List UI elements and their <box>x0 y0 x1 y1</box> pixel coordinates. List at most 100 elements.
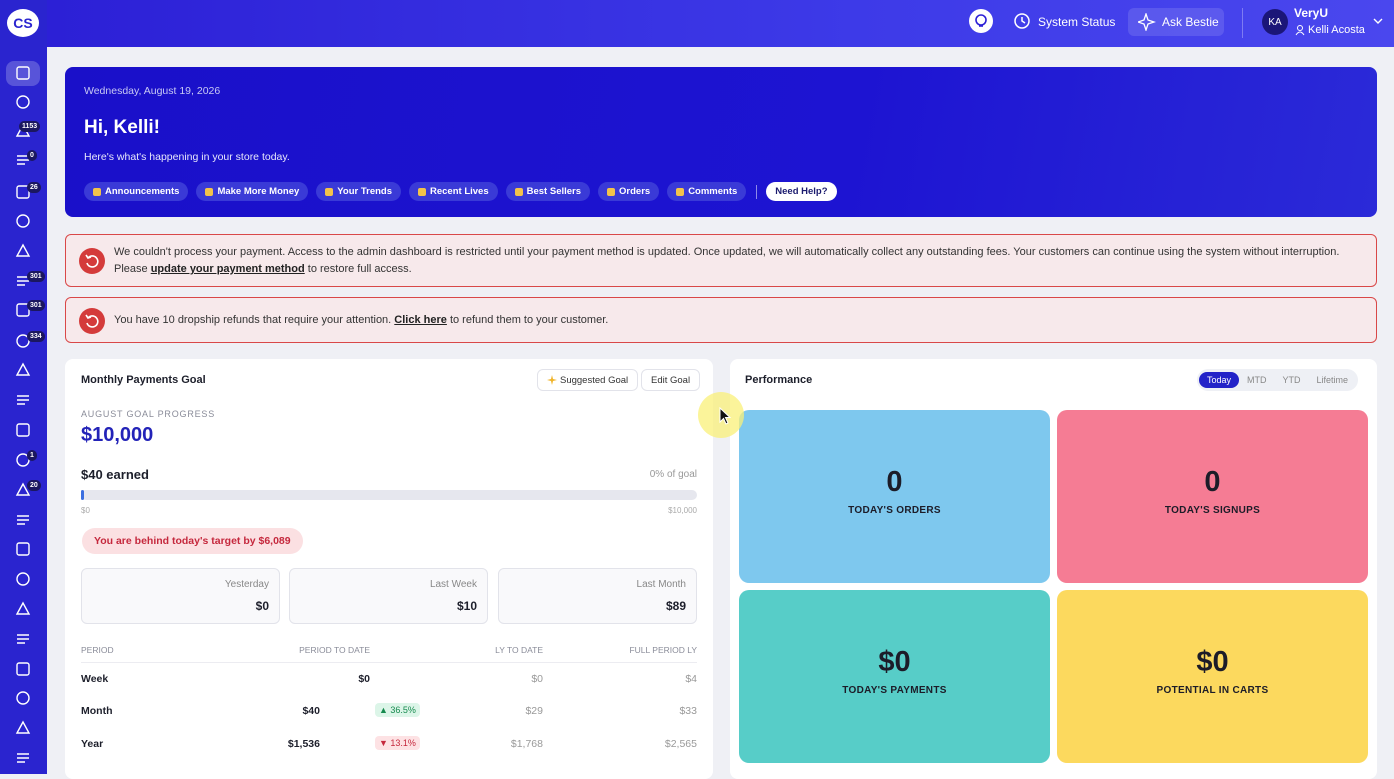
user-icon <box>1295 25 1305 36</box>
quick-link[interactable]: Announcements <box>84 182 189 201</box>
metric-tile: 0 TODAY'S SIGNUPS <box>1057 410 1368 583</box>
nav-badge: 301 <box>27 271 45 282</box>
system-status[interactable]: System Status <box>1038 15 1116 29</box>
period-box: Last Month $89 <box>498 568 697 624</box>
link-icon <box>93 187 101 196</box>
tab[interactable]: YTD <box>1282 375 1301 385</box>
cell: $2,565 <box>664 738 697 750</box>
tile-value: $0 <box>878 646 911 678</box>
nav-icon <box>16 423 30 437</box>
performance-title: Performance <box>745 374 813 386</box>
quick-link[interactable]: Best Sellers <box>505 182 591 201</box>
ask-bestie[interactable]: Ask Bestie <box>1162 15 1219 29</box>
tab[interactable]: Today <box>1199 372 1240 388</box>
payment-alert: We couldn't process your payment. Access… <box>65 234 1377 287</box>
cell: $4 <box>685 673 697 685</box>
avatar[interactable]: KA <box>1262 9 1288 35</box>
help-link[interactable]: Need Help? <box>766 182 837 201</box>
text: We couldn't process your payment. Access… <box>114 246 1340 275</box>
active-nav <box>6 61 40 86</box>
nav-icon <box>15 482 31 496</box>
link-label: Recent Lives <box>430 186 489 197</box>
cell: $0 <box>531 673 543 685</box>
hero-banner: Wednesday, August 19, 2026 Hi, Kelli! He… <box>65 67 1377 217</box>
sparkle-icon <box>1138 13 1156 31</box>
nav-icon <box>17 634 29 644</box>
nav-badge: 1 <box>27 450 37 461</box>
quick-link[interactable]: Your Trends <box>316 182 401 201</box>
logo[interactable]: CS <box>7 9 39 37</box>
help-label: Need Help? <box>775 186 828 197</box>
nav-icon <box>16 691 30 705</box>
nav-badge: 20 <box>27 480 41 491</box>
status-icon <box>1014 13 1030 29</box>
tile-label: POTENTIAL IN CARTS <box>1156 685 1269 696</box>
undo-icon <box>85 254 99 268</box>
suggested-goal-button[interactable]: Suggested Goal <box>537 369 639 391</box>
period-box: Last Week $10 <box>289 568 488 624</box>
nav-icon <box>15 243 31 257</box>
cursor <box>719 407 732 425</box>
change-badge: ▲ 36.5% <box>375 703 420 717</box>
link-icon <box>607 187 616 196</box>
nav-badge: 301 <box>27 300 45 311</box>
cell: $33 <box>679 705 697 717</box>
cell: $1,536 <box>287 738 320 750</box>
tile-value: $0 <box>1196 646 1229 678</box>
divider <box>1242 8 1243 38</box>
tab[interactable]: MTD <box>1247 375 1267 385</box>
nav-icon <box>17 515 29 525</box>
user-name: Kelli Acosta <box>1308 24 1365 36</box>
nav-icon <box>16 214 30 228</box>
change-badge: ▼ 13.1% <box>375 736 420 750</box>
progress-label: AUGUST GOAL PROGRESS <box>81 409 216 419</box>
scale-min: $0 <box>81 506 90 515</box>
text: to restore full access. <box>304 263 412 275</box>
link[interactable]: update your payment method <box>150 263 305 275</box>
link-label: Your Trends <box>337 186 392 197</box>
cell: $29 <box>525 705 543 717</box>
cell: Year <box>81 738 104 750</box>
nav-icon <box>16 542 30 556</box>
label: Edit Goal <box>651 374 691 386</box>
link-icon <box>418 187 426 196</box>
quick-link[interactable]: Comments <box>667 182 747 201</box>
link-icon <box>676 187 685 196</box>
nav-icon <box>17 395 29 405</box>
quick-link[interactable]: Recent Lives <box>409 182 498 201</box>
theme-toggle[interactable] <box>967 8 997 38</box>
sparkle <box>547 375 557 385</box>
chevron[interactable] <box>1372 16 1384 26</box>
divider <box>756 184 758 199</box>
quick-link[interactable]: Orders <box>598 182 660 201</box>
table-rule <box>81 662 697 663</box>
alert-text: We couldn't process your payment. Access… <box>114 244 1360 278</box>
edit-goal-button[interactable]: Edit Goal <box>641 369 701 391</box>
link[interactable]: Click here <box>394 314 447 326</box>
table-header: PERIOD <box>81 645 114 655</box>
nav-icon <box>16 572 30 586</box>
nav-badge: 334 <box>27 331 45 342</box>
quick-links: Announcements Make More Money Your Trends R… <box>84 182 845 201</box>
sidebar: CS 1153 0 26 301 301 334 1 20 <box>0 0 47 774</box>
alert-icon <box>79 248 105 274</box>
link-icon <box>205 187 214 196</box>
cell: $40 <box>302 705 320 717</box>
nav-icon <box>15 362 31 376</box>
link-label: Make More Money <box>217 186 300 197</box>
behind-pill: You are behind today's target by $6,089 <box>82 528 303 554</box>
cell: $1,768 <box>510 738 543 750</box>
ask-button[interactable] <box>1128 8 1224 36</box>
progress-track <box>81 490 697 500</box>
metric-tile: $0 TODAY'S PAYMENTS <box>739 590 1050 763</box>
text: You have 10 dropship refunds that requir… <box>114 314 395 326</box>
link-label: Comments <box>688 186 738 197</box>
link-label: Best Sellers <box>526 186 582 197</box>
cell: $0 <box>358 673 370 685</box>
tab[interactable]: Lifetime <box>1316 375 1349 385</box>
nav-icon <box>16 95 30 109</box>
subtitle: Here's what's happening in your store to… <box>84 151 290 163</box>
quick-link[interactable]: Make More Money <box>196 182 309 201</box>
period-box: Yesterday $0 <box>81 568 280 624</box>
